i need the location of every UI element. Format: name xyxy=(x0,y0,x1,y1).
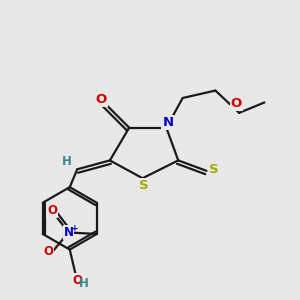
Text: O: O xyxy=(231,98,242,110)
Text: ⁻: ⁻ xyxy=(54,243,59,253)
Text: O: O xyxy=(47,204,57,217)
Text: O: O xyxy=(95,93,106,106)
Text: S: S xyxy=(139,179,149,192)
Text: S: S xyxy=(209,163,219,176)
Text: O: O xyxy=(72,274,82,287)
Text: O: O xyxy=(43,245,53,258)
Text: H: H xyxy=(79,277,89,290)
Text: +: + xyxy=(71,224,79,233)
Text: N: N xyxy=(64,226,74,239)
Text: H: H xyxy=(62,155,72,168)
Text: N: N xyxy=(162,116,173,129)
